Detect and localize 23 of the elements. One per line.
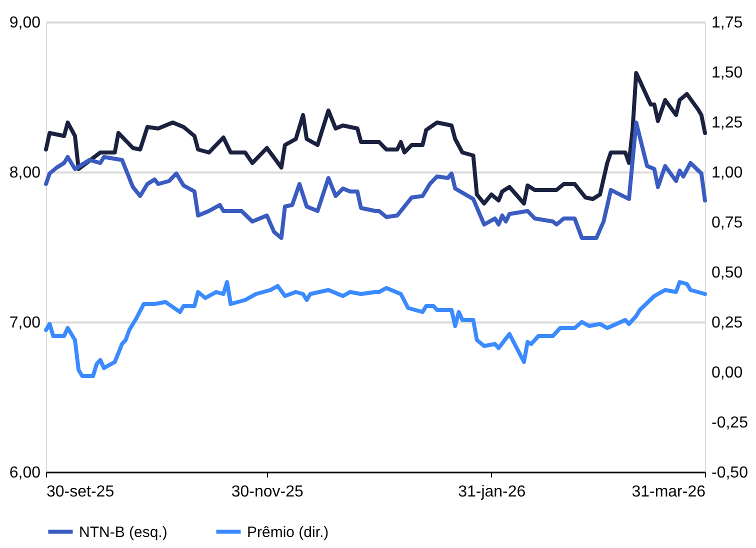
y2-tick-label: 1,50 — [712, 64, 743, 82]
legend-label: NTN-B (esq.) — [79, 524, 168, 541]
x-tick-label: 31-mar-26 — [632, 484, 706, 500]
y-tick-label: 7,00 — [9, 314, 41, 332]
y2-tick-label: 0,25 — [712, 314, 743, 332]
y2-tick-label: 1,00 — [712, 164, 743, 182]
y2-tick-label: -0,25 — [712, 414, 748, 432]
x-tick-label: 31-jan-26 — [458, 484, 526, 500]
x-tick-label: 30-set-25 — [46, 484, 114, 500]
legend-label: Prêmio (dir.) — [247, 524, 329, 541]
y2-tick-label: 0,00 — [712, 364, 743, 382]
y-tick-label: 9,00 — [9, 14, 41, 32]
y2-tick-label: 1,75 — [712, 14, 743, 32]
y-tick-label: 8,00 — [9, 164, 41, 182]
line-series — [44, 120, 707, 240]
line-series — [44, 280, 707, 378]
y2-tick-label: -0,50 — [712, 464, 748, 482]
y2-tick-label: 0,50 — [712, 264, 743, 282]
x-tick-label: 30-nov-25 — [231, 484, 304, 500]
y-tick-label: 6,00 — [9, 464, 41, 482]
line-series — [44, 71, 707, 206]
y2-tick-label: 1,25 — [712, 114, 743, 132]
y2-tick-label: 0,75 — [712, 214, 743, 232]
